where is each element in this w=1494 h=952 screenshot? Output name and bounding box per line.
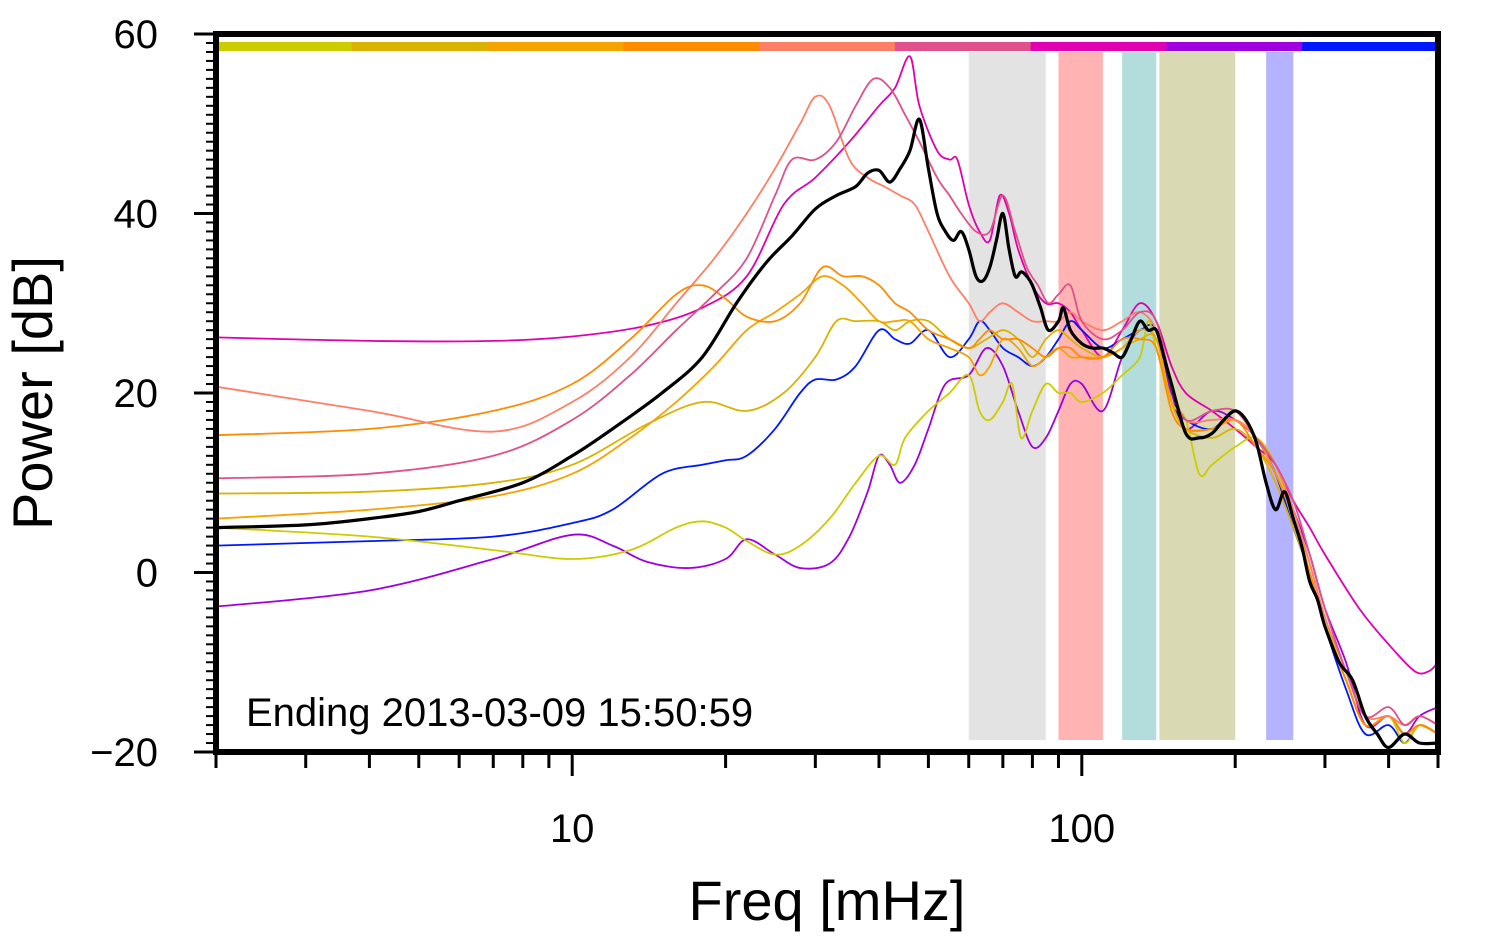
- color-strip: [216, 42, 1439, 51]
- x-axis: 10 100: [214, 752, 1440, 851]
- x-tick-label: 10: [550, 807, 595, 851]
- color-strip-segment-2: [487, 42, 624, 51]
- series-line-2: [216, 320, 1438, 744]
- y-axis: −20 0 20 40 60: [90, 13, 216, 775]
- color-strip-segment-1: [351, 42, 489, 51]
- frequency-band-2: [1122, 52, 1157, 740]
- color-strip-segment-7: [1166, 42, 1303, 51]
- series-line-3: [216, 320, 1438, 744]
- series-line-5: [216, 275, 1438, 735]
- color-strip-segment-0: [216, 42, 353, 51]
- series-line-1: [216, 327, 1438, 735]
- series-line-7: [216, 94, 1438, 726]
- series-lines: [216, 55, 1438, 750]
- y-tick-label: −20: [90, 731, 158, 775]
- frequency-bands: [968, 52, 1294, 740]
- color-strip-segment-6: [1030, 42, 1167, 51]
- y-tick-label: 20: [114, 372, 159, 416]
- y-tick-label: 60: [114, 13, 159, 57]
- plot-frame: [213, 31, 1441, 755]
- series-line-8: [216, 77, 1438, 727]
- x-tick-label: 100: [1048, 807, 1115, 851]
- series-line-4: [216, 317, 1438, 735]
- x-axis-label: Freq [mHz]: [689, 869, 966, 932]
- y-tick-label: 40: [114, 193, 159, 237]
- color-strip-segment-4: [759, 42, 896, 51]
- color-strip-segment-8: [1302, 42, 1439, 51]
- y-axis-label: Power [dB]: [1, 256, 64, 530]
- frequency-band-0: [968, 52, 1046, 740]
- series-line-9: [216, 117, 1438, 750]
- frequency-band-1: [1058, 52, 1103, 740]
- series-line-0: [216, 55, 1438, 675]
- color-strip-segment-5: [894, 42, 1032, 51]
- y-tick-label: 0: [136, 552, 158, 596]
- chart-annotation: Ending 2013-03-09 15:50:59: [246, 691, 753, 735]
- frequency-band-4: [1266, 52, 1294, 740]
- color-strip-segment-3: [623, 42, 760, 51]
